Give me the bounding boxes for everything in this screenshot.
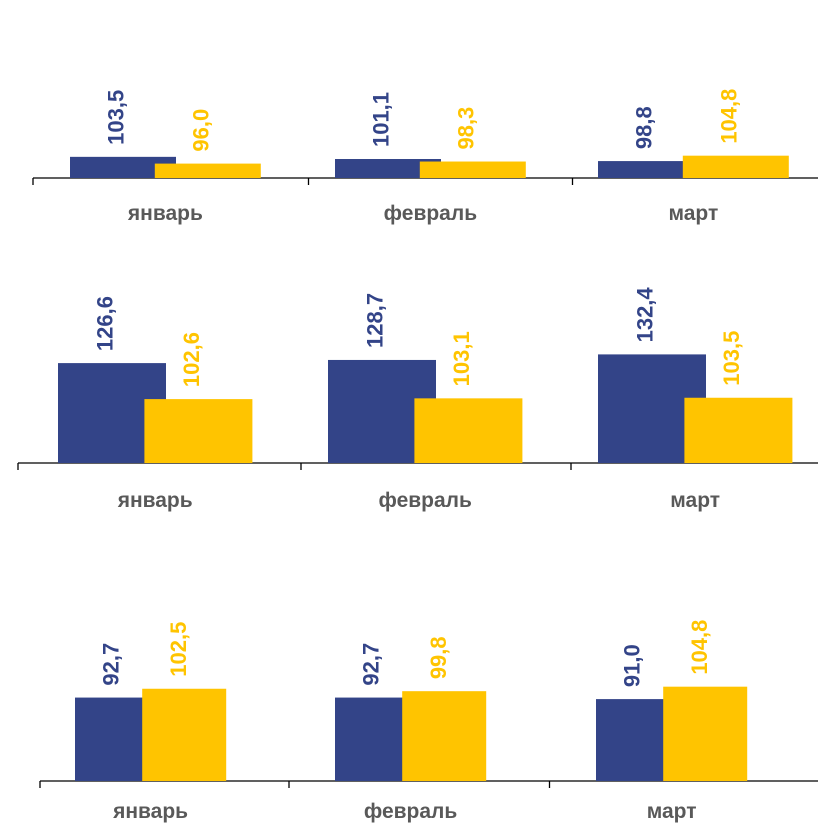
data-label: 132,4 [632, 287, 657, 343]
category-label: март [647, 800, 697, 823]
data-label: 103,1 [449, 331, 474, 386]
data-label: 126,6 [92, 296, 117, 351]
bar-series-b [682, 155, 789, 178]
bar-series-b [402, 691, 487, 781]
data-label: 98,3 [453, 107, 478, 150]
data-label: 102,6 [179, 332, 204, 387]
bar-series-b [144, 399, 253, 463]
category-label: январь [112, 800, 188, 823]
bar-series-b [684, 397, 793, 463]
data-label: 92,7 [99, 643, 124, 686]
data-label: 104,8 [687, 620, 712, 675]
bar-series-a [335, 159, 441, 178]
bar-series-b [142, 688, 227, 781]
bar-series-a [70, 156, 176, 178]
category-label: февраль [384, 202, 478, 225]
data-label: 104,8 [716, 89, 741, 144]
chart-panel-2: 126,6 102,6 январь 128,7 103,1 февраль 132,4 10… [17, 287, 818, 512]
category-label: январь [117, 489, 193, 512]
bar-series-b [154, 163, 261, 178]
data-label: 96,0 [188, 109, 213, 152]
data-label: 103,5 [104, 90, 129, 145]
data-label: 92,7 [359, 643, 384, 686]
data-label: 102,5 [166, 622, 191, 677]
chart-panel-1: 103,5 96,0 январь 101,1 98,3 февраль 98,8 104,8… [32, 89, 818, 225]
category-label: февраль [378, 489, 472, 512]
data-label: 128,7 [362, 293, 387, 348]
bar-series-b [419, 161, 526, 178]
data-label: 99,8 [426, 636, 451, 679]
data-label: 98,8 [632, 106, 657, 149]
bar-series-b [663, 686, 748, 781]
data-label: 103,5 [719, 331, 744, 386]
category-label: март [670, 489, 720, 512]
category-label: январь [127, 202, 203, 225]
data-label: 91,0 [620, 644, 645, 687]
chart-panel-3: 92,7 102,5 январь 92,7 99,8 февраль 91,0 104,8 м… [39, 620, 818, 823]
data-label: 101,1 [369, 92, 394, 147]
category-label: март [669, 202, 719, 225]
bar-series-b [414, 398, 523, 463]
bar-series-a [598, 161, 704, 178]
category-label: февраль [364, 800, 458, 823]
